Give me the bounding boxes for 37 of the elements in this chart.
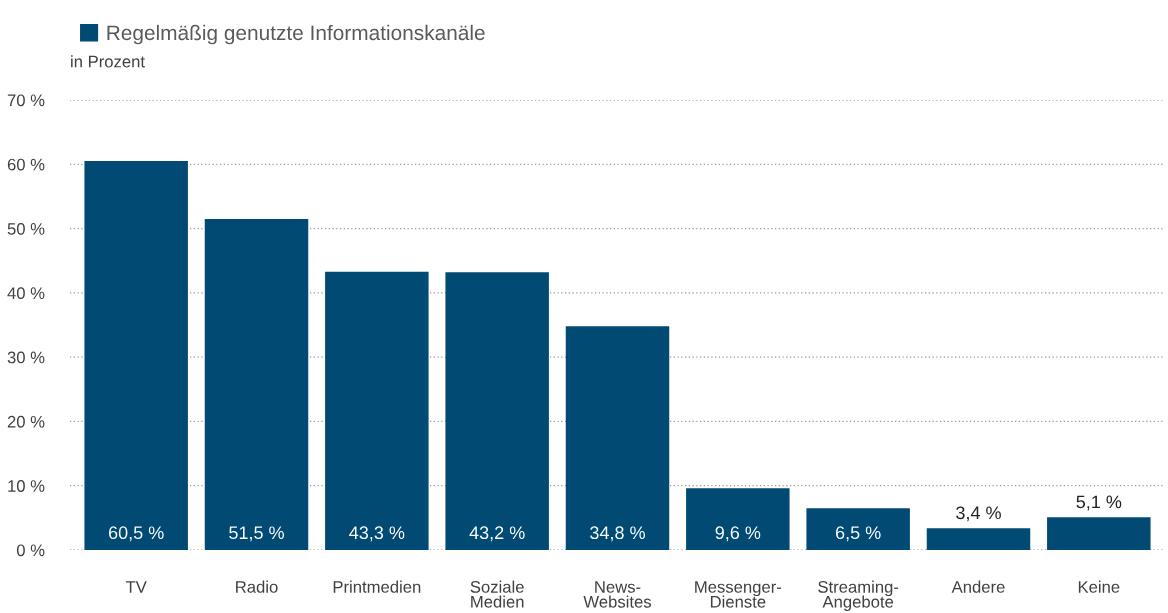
- data-label: 34,8 %: [590, 526, 645, 542]
- y-tick-label: 0 %: [16, 544, 45, 557]
- bar: [1047, 517, 1151, 550]
- y-tick-label: 30 %: [7, 351, 45, 364]
- x-tick-label: Printmedien: [333, 580, 421, 593]
- data-label: 3,4 %: [956, 506, 1001, 522]
- x-tick-label: News- Websites: [583, 581, 652, 608]
- x-tick-label: Andere: [951, 580, 1005, 593]
- y-tick-label: 70 %: [7, 94, 45, 107]
- y-tick-label: 60 %: [7, 158, 45, 171]
- bar: [926, 528, 1031, 550]
- data-label: 43,3 %: [349, 526, 405, 542]
- data-label: 51,5 %: [229, 526, 284, 542]
- data-label: 5,1 %: [1076, 495, 1122, 511]
- x-tick-label: TV: [125, 581, 147, 593]
- y-tick-label: 20 %: [7, 415, 45, 428]
- bar: [204, 218, 309, 550]
- legend-label: Regelmäßig genutzte Informationskanäle: [107, 24, 485, 45]
- y-tick-label: 40 %: [7, 287, 45, 300]
- x-tick-label: Streaming- Angebote: [818, 580, 899, 612]
- x-tick-label: Keine: [1078, 580, 1120, 593]
- bar: [325, 271, 429, 550]
- y-tick-label: 50 %: [7, 222, 45, 235]
- x-tick-label: Soziale Medien: [470, 580, 524, 608]
- bar: [686, 488, 790, 550]
- bar: [84, 161, 188, 550]
- x-tick-label: Radio: [236, 580, 278, 593]
- data-label: 6,5 %: [835, 526, 881, 542]
- bar: [565, 326, 670, 550]
- data-label: 60,5 %: [108, 526, 164, 542]
- y-axis-title: in Prozent: [71, 55, 145, 68]
- bar: [806, 508, 910, 550]
- data-label: 9,6 %: [715, 526, 761, 542]
- data-label: 43,2 %: [469, 526, 525, 542]
- x-tick-label: Messenger- Dienste: [695, 581, 782, 608]
- bar: [445, 272, 549, 550]
- y-tick-label: 10 %: [8, 480, 45, 492]
